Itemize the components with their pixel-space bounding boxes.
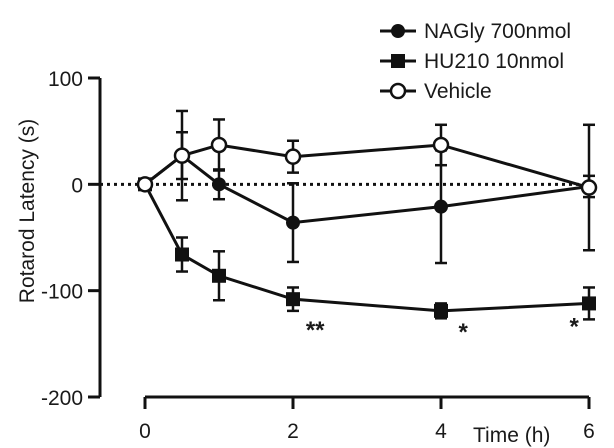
legend-label: NAGly 700nmol — [424, 20, 571, 43]
data-point — [286, 215, 300, 230]
legend-label: Vehicle — [424, 80, 492, 103]
y-tick-label: -100 — [41, 281, 83, 304]
data-point — [284, 148, 302, 165]
x-axis-label: Time (h) — [473, 424, 550, 447]
y-tick-label: 0 — [71, 174, 83, 197]
data-point — [173, 147, 191, 164]
data-point — [582, 296, 596, 311]
data-point — [286, 292, 300, 307]
data-point — [210, 136, 228, 154]
data-point — [432, 136, 450, 154]
data-point — [580, 179, 598, 196]
plot-area — [136, 109, 598, 321]
legend-label: HU210 10nmol — [424, 50, 564, 73]
data-point — [434, 199, 448, 214]
significance-marker: * — [459, 319, 469, 346]
legend: NAGly 700nmol HU210 10nmol Vehicle — [380, 20, 571, 103]
data-point — [212, 268, 226, 283]
y-tick-label: 100 — [48, 68, 83, 91]
significance-marker: ** — [306, 317, 325, 344]
legend-marker — [391, 24, 405, 38]
data-point — [175, 247, 189, 262]
axes: -200 -100 0 100 0 2 4 6 — [41, 68, 595, 443]
significance-annotations: ** * * — [306, 314, 580, 346]
series-line — [144, 153, 590, 225]
x-tick-label: 4 — [435, 420, 447, 443]
y-axis-label: Rotarod Latency (s) — [16, 119, 39, 303]
data-point — [434, 303, 448, 318]
significance-marker: * — [570, 314, 580, 341]
y-tick-label: -200 — [41, 387, 83, 410]
series-hu210 — [143, 183, 595, 321]
x-tick-label: 0 — [139, 420, 151, 443]
series-line — [143, 183, 590, 313]
legend-marker — [391, 54, 405, 68]
x-tick-label: 2 — [287, 420, 299, 443]
series-line — [144, 143, 590, 189]
data-point — [136, 176, 154, 193]
legend-marker — [389, 82, 407, 100]
x-tick-label: 6 — [583, 420, 595, 443]
data-point — [212, 177, 226, 192]
